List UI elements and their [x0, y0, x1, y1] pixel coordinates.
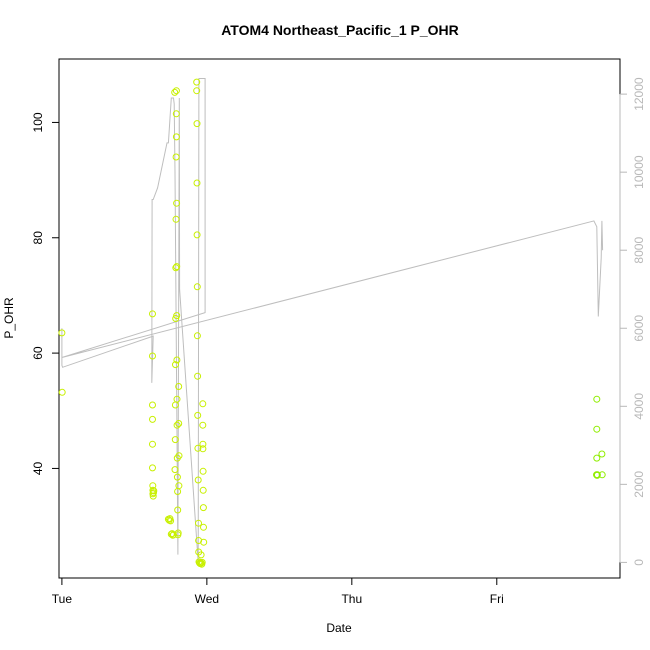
y-axis-label: P_OHR — [2, 297, 16, 339]
data-point — [149, 492, 157, 500]
data-point — [173, 421, 181, 429]
right-axis-tick-label: 2000 — [632, 471, 646, 498]
data-point — [172, 315, 180, 322]
data-point — [149, 401, 156, 409]
data-point — [593, 425, 601, 433]
right-axis-tick-label: 8000 — [632, 237, 646, 264]
data-point — [172, 264, 180, 272]
y-tick-label: 40 — [31, 461, 45, 475]
data-point — [172, 133, 180, 141]
data-point — [172, 153, 180, 161]
data-point — [150, 487, 158, 495]
data-point — [593, 471, 601, 479]
data-point — [149, 464, 156, 472]
data-point — [173, 312, 181, 320]
right-axis-tick-label: 4000 — [632, 393, 646, 420]
data-point — [170, 531, 177, 539]
right-axis: 0 2000 4000 6000 8000 10000 12000 — [619, 77, 646, 566]
data-point — [172, 215, 180, 223]
data-point — [194, 372, 202, 380]
data-point — [193, 332, 201, 340]
series-line — [61, 78, 604, 563]
data-point — [593, 395, 601, 403]
data-point — [593, 454, 601, 462]
data-point — [193, 179, 201, 187]
data-point — [149, 440, 156, 448]
data-point — [174, 506, 182, 514]
data-point — [193, 231, 201, 239]
data-point — [198, 558, 206, 566]
data-point — [149, 310, 156, 318]
data-point — [171, 401, 179, 409]
data-point — [193, 120, 201, 128]
data-point — [175, 452, 183, 460]
data-point — [173, 199, 181, 207]
data-point — [58, 329, 66, 337]
data-point — [58, 388, 66, 396]
right-axis-tick-label: 0 — [632, 559, 646, 566]
data-point — [149, 352, 156, 360]
data-point — [149, 415, 156, 423]
data-point — [167, 517, 175, 525]
y-tick-label: 100 — [31, 112, 45, 132]
data-point — [199, 440, 207, 448]
data-point — [598, 471, 606, 479]
data-point — [171, 466, 179, 474]
data-point — [195, 519, 202, 527]
data-point — [173, 356, 181, 364]
data-point — [173, 263, 181, 271]
x-axis-label: Date — [326, 621, 352, 635]
data-point — [199, 467, 207, 475]
data-point — [194, 444, 202, 452]
data-point — [175, 482, 183, 490]
data-point — [194, 411, 202, 419]
data-point — [149, 482, 157, 490]
data-point — [199, 400, 207, 408]
data-point — [199, 504, 207, 512]
points-layer — [58, 78, 606, 568]
data-point — [171, 88, 179, 96]
x-tick-label: Tue — [52, 592, 73, 606]
data-point — [172, 87, 180, 95]
data-point — [174, 529, 182, 537]
y-tick-label: 80 — [31, 231, 45, 245]
data-point — [200, 523, 207, 531]
x-tick-label: Fri — [490, 592, 504, 606]
right-axis-tick-label: 10000 — [632, 155, 646, 189]
plot-frame — [58, 58, 621, 579]
right-axis-tick-label: 12000 — [632, 77, 646, 111]
data-point — [193, 78, 201, 86]
data-point — [200, 538, 208, 546]
data-point — [193, 283, 201, 291]
data-point — [199, 486, 207, 494]
data-point — [598, 450, 606, 458]
data-point — [172, 361, 179, 369]
data-point — [172, 110, 180, 118]
series-line-layer — [61, 78, 604, 563]
x-axis: Tue Wed Thu Fri — [52, 577, 504, 606]
chart-title: ATOM4 Northeast_Pacific_1 P_OHR — [221, 22, 459, 38]
data-point — [173, 395, 181, 403]
x-tick-label: Wed — [195, 592, 219, 606]
y-axis: 40 60 80 100 — [31, 112, 60, 475]
data-point — [193, 87, 201, 95]
data-point — [199, 421, 207, 429]
data-point — [175, 420, 183, 427]
data-point — [175, 383, 183, 390]
data-point — [173, 473, 181, 481]
right-axis-tick-label: 6000 — [632, 315, 646, 342]
y-tick-label: 60 — [31, 346, 45, 360]
data-point — [171, 436, 179, 444]
data-point — [194, 476, 202, 484]
x-tick-label: Thu — [341, 592, 362, 606]
data-point — [197, 551, 205, 559]
data-point — [199, 445, 207, 453]
